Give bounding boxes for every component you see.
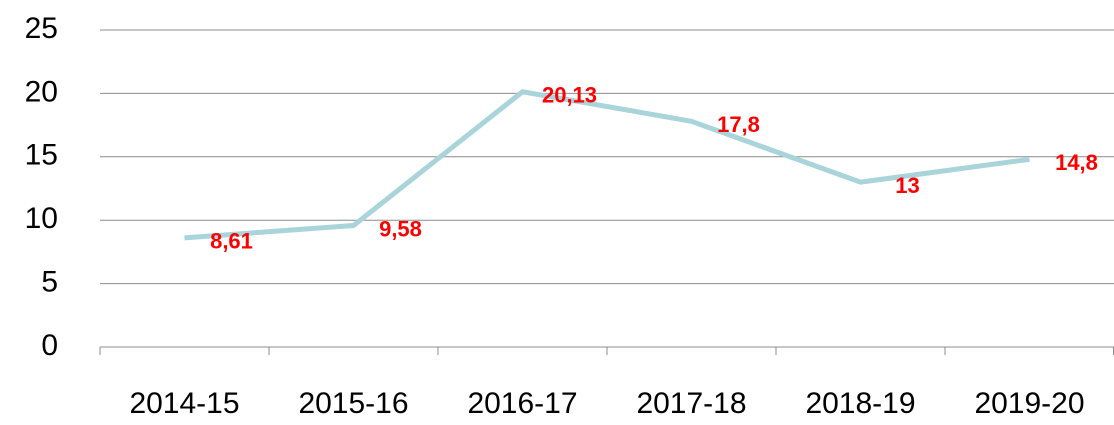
y-tick-label: 10 <box>25 202 58 235</box>
data-label: 14,8 <box>1055 150 1098 175</box>
y-tick-label: 25 <box>25 12 58 45</box>
x-tick-label: 2019-20 <box>974 387 1084 420</box>
y-tick-label: 15 <box>25 139 58 172</box>
data-label: 8,61 <box>210 229 253 254</box>
x-tick-label: 2016-17 <box>467 387 577 420</box>
chart: 0 5 10 15 20 25 2014-15 8,61 2015-16 9,58 2016-17 2… <box>0 0 1114 425</box>
data-line <box>185 92 1030 238</box>
y-tick-label: 0 <box>41 329 58 362</box>
y-tick-label: 20 <box>25 75 58 108</box>
data-label: 17,8 <box>717 112 760 137</box>
y-tick-label: 5 <box>41 266 58 299</box>
data-label: 20,13 <box>542 83 597 108</box>
data-label: 9,58 <box>379 216 422 241</box>
x-tick-label: 2018-19 <box>805 387 915 420</box>
x-tick-label: 2014-15 <box>129 387 239 420</box>
x-tick-label: 2017-18 <box>636 387 746 420</box>
data-label: 13 <box>895 173 919 198</box>
x-tick-label: 2015-16 <box>298 387 408 420</box>
